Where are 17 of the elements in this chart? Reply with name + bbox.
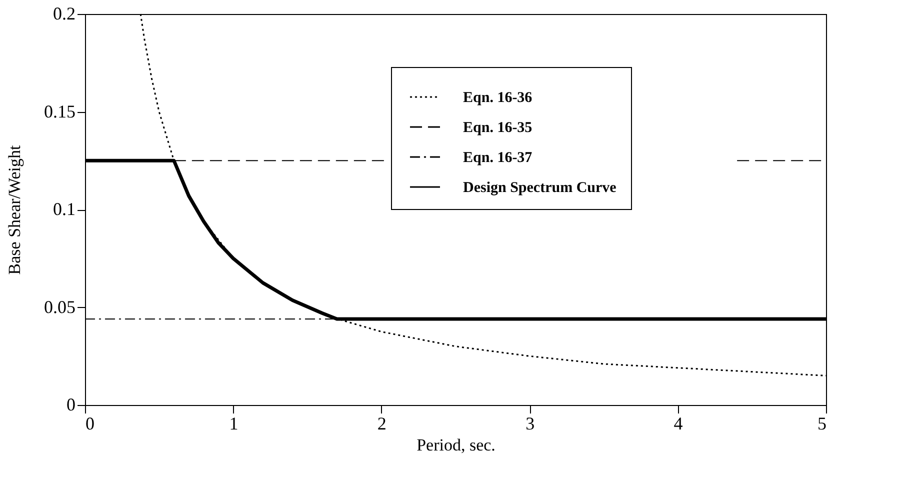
y-axis-title: Base Shear/Weight (5, 145, 24, 275)
x-tick-label: 1 (229, 414, 238, 434)
x-tick-label: 0 (86, 414, 94, 434)
x-tick-label: 2 (377, 414, 386, 434)
y-tick-label: 0.2 (53, 4, 76, 24)
y-tick-label: 0 (66, 394, 76, 414)
x-tick-label: 4 (674, 414, 683, 434)
y-tick-label: 0.05 (44, 296, 76, 317)
y-tick-label: 0.1 (53, 199, 76, 219)
x-tick-label: 3 (526, 414, 535, 434)
x-axis-title: Period, sec. (416, 436, 496, 454)
legend-label: Eqn. 16-35 (463, 120, 532, 136)
y-tick-label: 0.15 (44, 101, 76, 122)
legend-label: Design Spectrum Curve (463, 180, 617, 196)
x-tick-label: 5 (818, 414, 826, 434)
legend-label: Eqn. 16-36 (463, 90, 533, 106)
legend-label: Eqn. 16-37 (463, 150, 533, 166)
